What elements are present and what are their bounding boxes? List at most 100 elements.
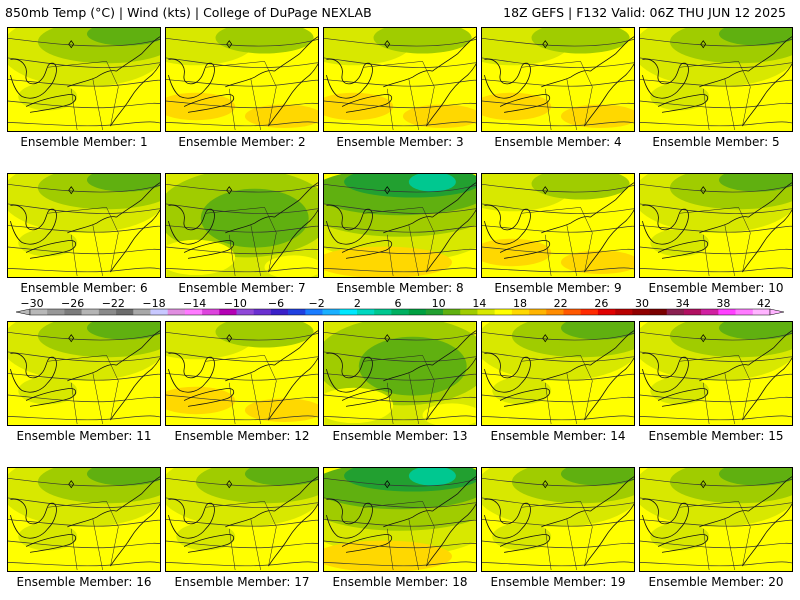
state-border: [408, 372, 419, 425]
coastline: [110, 357, 160, 421]
ensemble-member-label: Ensemble Member: 14: [490, 429, 626, 443]
height-contour: [324, 351, 476, 362]
temperature-shade: [560, 468, 634, 486]
coastline: [25, 94, 77, 113]
height-contour: [482, 415, 634, 421]
state-border: [250, 78, 261, 131]
colorbar-swatch: [752, 309, 771, 315]
temperature-map: [482, 174, 634, 277]
height-contour: [482, 100, 634, 109]
state-border: [422, 355, 435, 421]
height-contour: [640, 351, 792, 362]
location-marker-icon: [384, 334, 391, 343]
colorbar-tick-label: −30: [20, 297, 43, 310]
state-border: [205, 355, 265, 362]
ensemble-map-panel: [165, 321, 319, 426]
colorbar-swatch: [288, 309, 306, 315]
height-contour: [640, 373, 792, 381]
state-border: [724, 78, 735, 131]
state-border: [408, 224, 419, 277]
colorbar-swatch: [580, 309, 599, 315]
height-contour: [482, 225, 634, 233]
temperature-map: [166, 174, 318, 277]
temperature-colorbar: −30 −26 −22 −18 −14 −10 −6 −2 2 6 10 14 18 22 26 30 34 38…: [15, 297, 785, 316]
state-border: [580, 355, 593, 421]
temperature-map: [324, 468, 476, 571]
temperature-shade: [244, 468, 318, 486]
height-contour: [482, 351, 634, 362]
state-border: [205, 61, 265, 68]
location-marker-icon: [68, 186, 75, 195]
colorbar-tick-label: 38: [716, 297, 730, 310]
height-contour: [640, 540, 792, 549]
ensemble-member-label: Ensemble Member: 6: [20, 281, 148, 295]
height-contour: [8, 415, 160, 421]
coastline: [748, 476, 792, 512]
height-contour: [324, 497, 476, 508]
height-contour: [324, 477, 476, 487]
height-contour: [166, 561, 318, 567]
state-border: [250, 224, 261, 277]
ensemble-member-label: Ensemble Member: 18: [332, 575, 468, 589]
coastline: [268, 357, 318, 421]
coastline: [484, 498, 531, 539]
coastline: [183, 534, 235, 553]
temperature-shade: [166, 92, 236, 121]
ensemble-member-label: Ensemble Member: 11: [16, 429, 152, 443]
coastline: [183, 240, 235, 259]
height-contour: [324, 561, 476, 567]
coastline: [426, 209, 476, 273]
colorbar-swatch: [339, 309, 358, 315]
coastline: [183, 94, 235, 113]
ensemble-map-panel: [323, 467, 477, 572]
temperature-shade: [718, 28, 792, 46]
colorbar-swatch: [356, 309, 375, 315]
colorbar-tick-label: 6: [395, 297, 402, 310]
ensemble-member-label: Ensemble Member: 16: [16, 575, 152, 589]
height-contour: [640, 225, 792, 233]
height-contour: [640, 415, 792, 421]
height-contour: [324, 225, 476, 233]
ensemble-member-label: Ensemble Member: 12: [174, 429, 310, 443]
location-marker-icon: [68, 334, 75, 343]
colorbar-swatch: [735, 309, 754, 315]
coastline: [584, 63, 634, 127]
coastline: [432, 36, 476, 72]
colorbar-tick-label: −18: [142, 297, 165, 310]
colorbar-swatch: [597, 309, 616, 315]
state-border: [545, 88, 552, 131]
coastline: [499, 240, 551, 259]
state-border: [703, 528, 710, 571]
colorbar-tick-label: −26: [61, 297, 84, 310]
coastline: [10, 204, 57, 245]
colorbar-tick-label: 18: [513, 297, 527, 310]
state-border: [387, 88, 394, 131]
temperature-shade: [86, 468, 160, 486]
temperature-map: [8, 28, 160, 131]
height-contour: [482, 79, 634, 87]
temperature-map: [8, 322, 160, 425]
state-border: [106, 61, 119, 127]
coastline: [748, 182, 792, 218]
colorbar-swatch: [563, 309, 581, 315]
ensemble-map-panel: [481, 321, 635, 426]
location-marker-icon: [542, 186, 549, 195]
temperature-shade: [215, 322, 314, 348]
coastline: [642, 352, 689, 393]
state-border: [738, 501, 751, 567]
height-contour: [640, 246, 792, 255]
colorbar-swatch: [425, 309, 444, 315]
height-contour: [8, 373, 160, 381]
state-border: [422, 207, 435, 273]
temperature-map: [8, 468, 160, 571]
chart-title: 850mb Temp (°C) | Wind (kts) | College o…: [5, 5, 372, 20]
ensemble-member-label: Ensemble Member: 15: [648, 429, 784, 443]
state-border: [679, 501, 739, 508]
state-border: [580, 501, 593, 567]
location-marker-icon: [226, 186, 233, 195]
height-contour: [166, 497, 318, 508]
coastline: [657, 94, 709, 113]
coastline: [168, 204, 215, 245]
colorbar-swatch: [460, 309, 478, 315]
state-border: [264, 61, 277, 127]
